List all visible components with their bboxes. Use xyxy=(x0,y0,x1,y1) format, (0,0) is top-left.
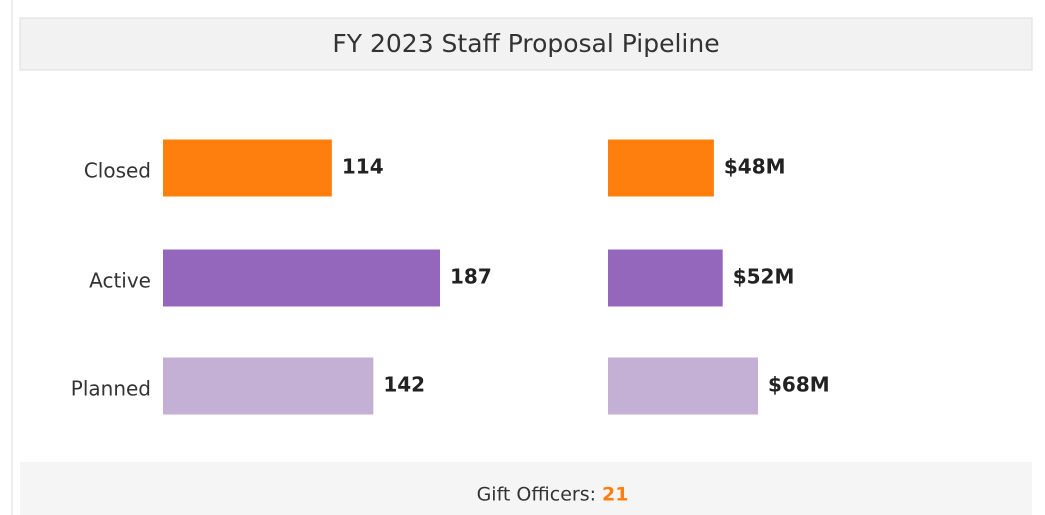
value-label: 187 xyxy=(450,265,492,289)
value-label: 142 xyxy=(383,373,425,397)
category-label: Planned xyxy=(71,377,151,401)
category-label: Active xyxy=(89,269,151,293)
category-label: Closed xyxy=(84,159,151,183)
bar xyxy=(163,357,374,415)
value-label: 114 xyxy=(342,155,384,179)
title-box xyxy=(19,17,1033,71)
title: FY 2023 Staff Proposal Pipeline xyxy=(332,29,719,58)
value-label: $52M xyxy=(733,265,795,289)
bar xyxy=(608,357,758,415)
footer-value: 21 xyxy=(602,484,628,506)
value-label: $48M xyxy=(724,155,786,179)
bar xyxy=(163,249,440,307)
footer-label: Gift Officers: xyxy=(477,484,596,506)
bar xyxy=(163,139,332,197)
bar xyxy=(608,249,723,307)
footer-box xyxy=(20,462,1032,515)
bar xyxy=(608,139,714,197)
value-label: $68M xyxy=(768,373,830,397)
